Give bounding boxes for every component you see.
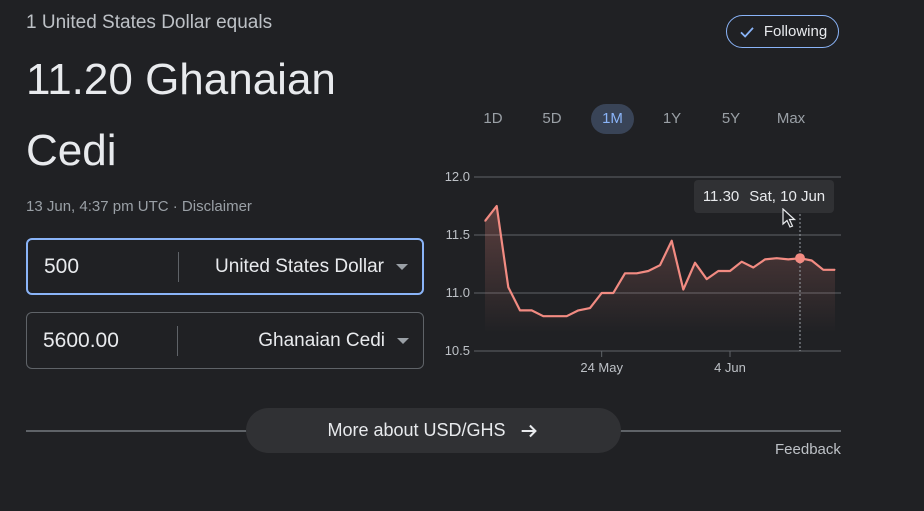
data-point	[752, 266, 754, 269]
following-button[interactable]: Following	[726, 15, 839, 48]
data-point	[531, 309, 533, 311]
range-5d[interactable]: 5D	[542, 110, 562, 127]
data-point	[834, 269, 836, 271]
timestamp: 13 Jun, 4:37 pm UTC	[26, 198, 169, 215]
data-point	[729, 270, 731, 272]
y-tick-label: 11.5	[446, 227, 470, 242]
exchange-rate-chart[interactable]: 12.0 11.5 11.0 10.5 24 May 4 Jun	[440, 160, 850, 380]
check-icon	[740, 26, 754, 38]
data-point	[519, 309, 521, 311]
from-currency-row: 500 United States Dollar	[26, 238, 424, 295]
data-point	[811, 259, 813, 262]
to-amount-input[interactable]: 5600.00	[43, 328, 119, 352]
data-point	[566, 315, 568, 317]
disclaimer-link[interactable]: Disclaimer	[181, 198, 252, 215]
data-point	[741, 261, 743, 263]
to-currency-label: Ghanaian Cedi	[258, 329, 385, 351]
tooltip-date: Sat, 10 Jun	[749, 188, 826, 205]
divider	[178, 251, 179, 282]
hover-point	[795, 253, 805, 264]
conversion-subtitle: 1 United States Dollar equals	[26, 12, 273, 33]
from-amount-input[interactable]: 500	[44, 254, 80, 278]
conversion-result-line2: Cedi	[26, 126, 117, 175]
data-point	[624, 272, 626, 274]
data-point	[601, 292, 603, 294]
timestamp-line: 13 Jun, 4:37 pm UTC · Disclaimer	[26, 198, 252, 215]
data-point	[647, 270, 649, 272]
from-currency-select[interactable]: United States Dollar	[179, 256, 422, 278]
data-point	[706, 278, 708, 280]
data-point	[787, 258, 789, 260]
more-about-button[interactable]: More about USD/GHS	[246, 408, 621, 453]
data-point	[554, 315, 556, 317]
x-tick-label: 4 Jun	[714, 360, 746, 375]
data-point	[822, 269, 824, 271]
tooltip-value: 11.30	[702, 188, 740, 205]
data-point	[636, 272, 638, 274]
dropdown-caret-icon	[396, 263, 408, 270]
divider	[177, 325, 178, 356]
y-tick-label: 10.5	[445, 343, 470, 358]
chart-tooltip: 11.30 Sat, 10 Jun	[694, 180, 834, 213]
range-5y[interactable]: 5Y	[721, 110, 741, 127]
data-point	[659, 264, 661, 266]
data-point	[682, 288, 684, 291]
data-point	[694, 262, 696, 264]
feedback-link[interactable]: Feedback	[775, 441, 841, 458]
data-point	[496, 205, 498, 207]
from-currency-label: United States Dollar	[215, 255, 384, 277]
range-max[interactable]: Max	[776, 110, 806, 127]
separator: ·	[168, 198, 182, 215]
to-currency-row: 5600.00 Ghanaian Cedi	[26, 312, 424, 369]
x-tick-label: 24 May	[580, 360, 623, 375]
y-tick-label: 12.0	[445, 169, 470, 184]
conversion-result-line1: 11.20 Ghanaian	[26, 55, 336, 104]
data-point	[577, 309, 579, 311]
area-fill	[485, 206, 835, 333]
data-point	[589, 307, 591, 309]
more-about-label: More about USD/GHS	[327, 420, 506, 440]
following-label: Following	[763, 23, 828, 40]
y-tick-label: 11.0	[446, 285, 470, 300]
dropdown-caret-icon	[397, 337, 409, 344]
data-point	[484, 220, 486, 222]
arrow-right-icon	[521, 424, 537, 437]
range-1m[interactable]: 1M	[591, 104, 634, 134]
mouse-cursor-icon	[782, 208, 796, 228]
data-point	[764, 258, 766, 260]
to-currency-select[interactable]: Ghanaian Cedi	[178, 330, 423, 352]
data-point	[612, 292, 614, 294]
data-point	[507, 286, 509, 288]
data-point	[671, 240, 673, 242]
data-point	[776, 257, 778, 259]
data-point	[542, 315, 544, 317]
range-1y[interactable]: 1Y	[662, 110, 682, 127]
range-1d[interactable]: 1D	[483, 110, 503, 127]
data-point	[717, 270, 719, 272]
